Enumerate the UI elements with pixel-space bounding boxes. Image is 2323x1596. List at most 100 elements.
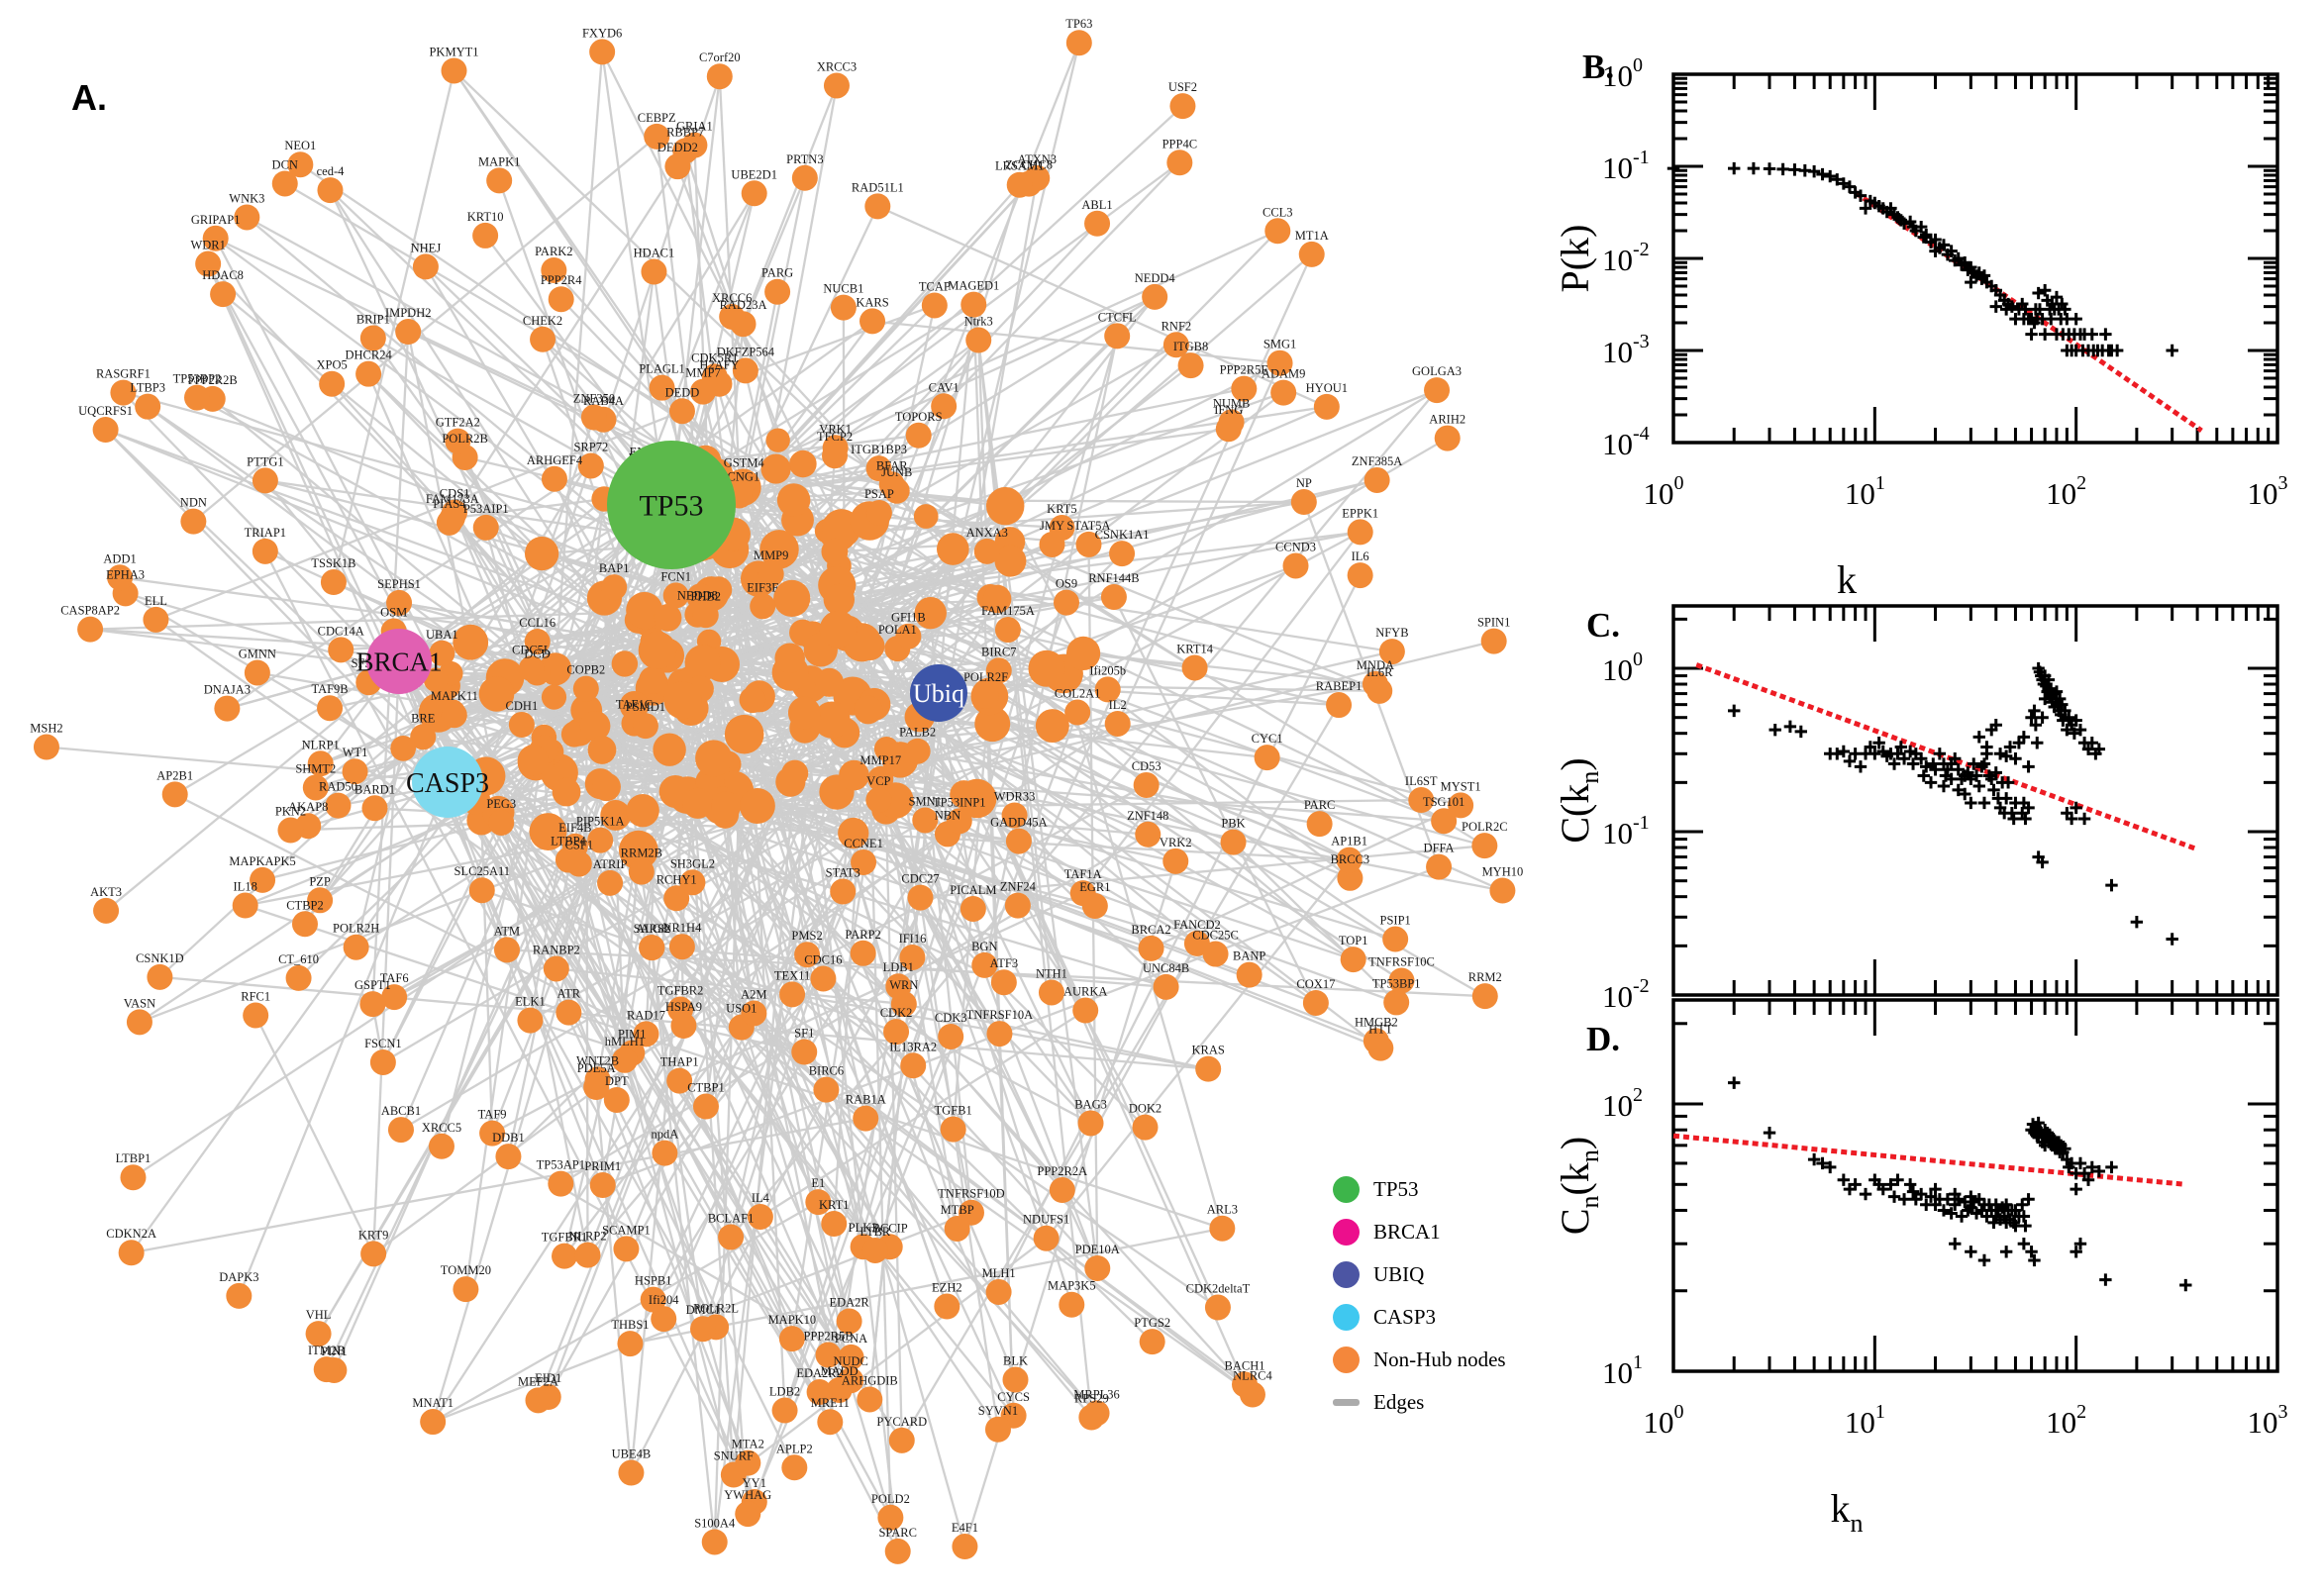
svg-text:10-4: 10-4 — [1602, 423, 1650, 461]
svg-text:TSG101: TSG101 — [1423, 795, 1464, 809]
svg-text:LRSAM1: LRSAM1 — [995, 159, 1044, 173]
svg-text:DEDD: DEDD — [665, 385, 700, 399]
svg-text:STAT3: STAT3 — [826, 865, 860, 879]
svg-text:GOLGA3: GOLGA3 — [1412, 364, 1462, 378]
svg-text:THBS1: THBS1 — [611, 1318, 649, 1332]
svg-text:HDAC1: HDAC1 — [634, 247, 675, 260]
svg-text:CDK5R1: CDK5R1 — [691, 350, 738, 364]
svg-text:IFNG: IFNG — [1214, 403, 1243, 417]
svg-text:NUMB: NUMB — [1213, 396, 1251, 410]
plot-c-ylabel: C(kn​) — [1553, 757, 1604, 843]
hub-ubiq: Ubiq — [910, 664, 967, 722]
svg-text:TAF9: TAF9 — [478, 1108, 507, 1122]
svg-text:HSPA9: HSPA9 — [665, 1000, 702, 1014]
svg-text:SYVN1: SYVN1 — [978, 1404, 1018, 1418]
svg-text:DMC1: DMC1 — [686, 1303, 721, 1317]
svg-text:BFAR: BFAR — [876, 458, 908, 472]
svg-text:TAF6: TAF6 — [380, 971, 409, 985]
plot-c-tick-labels: 100 10-1 10-2 — [1602, 648, 1650, 1014]
svg-text:BRCC3: BRCC3 — [1331, 852, 1370, 866]
svg-text:LTBP1: LTBP1 — [116, 1151, 152, 1165]
svg-text:FAM173A: FAM173A — [426, 492, 479, 506]
svg-text:10-3: 10-3 — [1602, 331, 1650, 369]
svg-text:NLRP2: NLRP2 — [568, 1230, 606, 1244]
svg-text:102: 102 — [1602, 1084, 1643, 1123]
svg-text:AKAP8: AKAP8 — [288, 800, 328, 814]
svg-text:CASP8AP2: CASP8AP2 — [60, 604, 120, 618]
svg-text:EGR1: EGR1 — [1079, 880, 1110, 894]
plot-d-xlabel: kn​ — [1831, 1486, 1864, 1538]
svg-text:CDH1: CDH1 — [506, 699, 539, 713]
panel-b-label: B. — [1582, 48, 1615, 86]
svg-text:DHCR24: DHCR24 — [345, 349, 392, 362]
svg-text:LTBR: LTBR — [859, 1225, 890, 1239]
panel-d-label: D. — [1586, 1020, 1621, 1058]
svg-text:103: 103 — [2248, 472, 2288, 511]
svg-text:YWHAG: YWHAG — [724, 1488, 771, 1502]
svg-text:COL2A1: COL2A1 — [1055, 687, 1101, 701]
svg-text:BRE: BRE — [411, 711, 436, 725]
svg-text:DAPK3: DAPK3 — [219, 1270, 258, 1284]
svg-text:UBE4B: UBE4B — [612, 1447, 652, 1461]
svg-text:DPT: DPT — [605, 1074, 629, 1088]
svg-text:TOMM20: TOMM20 — [441, 1263, 491, 1277]
svg-text:MYH10: MYH10 — [1482, 865, 1524, 879]
svg-text:GTF2A2: GTF2A2 — [436, 416, 480, 430]
plot-d-ylabel: Cn​(kn​) — [1553, 1137, 1604, 1235]
svg-text:10-2: 10-2 — [1602, 239, 1650, 277]
svg-text:PHB2: PHB2 — [690, 589, 721, 603]
svg-text:MAPK1: MAPK1 — [478, 154, 520, 168]
hub-tp53: TP53 — [607, 441, 736, 569]
svg-text:NBN: NBN — [935, 808, 960, 822]
svg-text:MSH2: MSH2 — [30, 722, 62, 736]
svg-text:ZNF350: ZNF350 — [573, 392, 615, 406]
svg-text:FSCN1: FSCN1 — [364, 1037, 402, 1050]
svg-text:103: 103 — [2248, 1401, 2288, 1440]
svg-text:E1: E1 — [811, 1176, 825, 1190]
svg-text:BAG3: BAG3 — [1074, 1097, 1107, 1111]
panel-a-network: POLR2F POLR2C POLR2B POLR2H POLR2L MNDA Ifi205… — [30, 17, 1551, 1564]
svg-text:XRCC6: XRCC6 — [712, 291, 752, 305]
legend-item-casp3: CASP3 — [1333, 1296, 1551, 1339]
svg-text:PIM1: PIM1 — [618, 1028, 646, 1042]
svg-text:RABEP1: RABEP1 — [1316, 679, 1363, 693]
svg-text:VRK2: VRK2 — [1160, 836, 1192, 849]
svg-text:npdA: npdA — [651, 1128, 678, 1142]
svg-text:RBBP7: RBBP7 — [666, 125, 704, 139]
legend-node-swatch — [1333, 1347, 1360, 1373]
svg-text:TP63: TP63 — [1065, 17, 1092, 31]
svg-text:TFCP2: TFCP2 — [817, 430, 853, 444]
svg-text:GSTM4: GSTM4 — [724, 456, 765, 470]
svg-text:FCN1: FCN1 — [660, 569, 691, 583]
svg-text:RNF144B: RNF144B — [1088, 571, 1139, 585]
svg-text:10-2: 10-2 — [1602, 975, 1650, 1014]
svg-text:CCND3: CCND3 — [1275, 540, 1316, 553]
svg-text:BRCA1: BRCA1 — [355, 647, 442, 676]
svg-text:DDB1: DDB1 — [492, 1131, 525, 1145]
svg-text:IL6: IL6 — [1352, 549, 1369, 563]
svg-text:APLP2: APLP2 — [776, 1442, 813, 1455]
svg-text:PMS2: PMS2 — [791, 929, 822, 943]
legend-node-swatch — [1333, 1261, 1360, 1288]
svg-text:HTT: HTT — [1368, 1023, 1393, 1037]
network-hub-nodes: TP53 BRCA1 Ubiq CASP3 — [355, 441, 967, 818]
legend-label: Non-Hub nodes — [1373, 1347, 1506, 1371]
svg-text:CDK3: CDK3 — [935, 1011, 967, 1025]
svg-text:BCLAF1: BCLAF1 — [708, 1211, 755, 1225]
svg-text:DNAJA3: DNAJA3 — [204, 683, 251, 697]
svg-text:OSM: OSM — [380, 605, 407, 619]
svg-text:101: 101 — [1845, 1401, 1885, 1440]
svg-text:EIF4B: EIF4B — [558, 821, 591, 835]
svg-text:PPP2R4: PPP2R4 — [541, 273, 582, 287]
svg-text:ADAM9: ADAM9 — [1262, 367, 1305, 381]
svg-text:BCCIP: BCCIP — [872, 1221, 908, 1235]
svg-text:NEDD4: NEDD4 — [1135, 271, 1176, 285]
svg-text:RAD17: RAD17 — [627, 1008, 665, 1022]
svg-text:ARHGDIB: ARHGDIB — [842, 1373, 898, 1387]
svg-text:PLAGL1: PLAGL1 — [639, 362, 685, 376]
svg-text:MMP9: MMP9 — [754, 549, 788, 562]
svg-text:TAF1A: TAF1A — [1064, 867, 1102, 881]
svg-text:ARIH2: ARIH2 — [1429, 413, 1465, 427]
svg-text:EZH2: EZH2 — [932, 1281, 962, 1295]
